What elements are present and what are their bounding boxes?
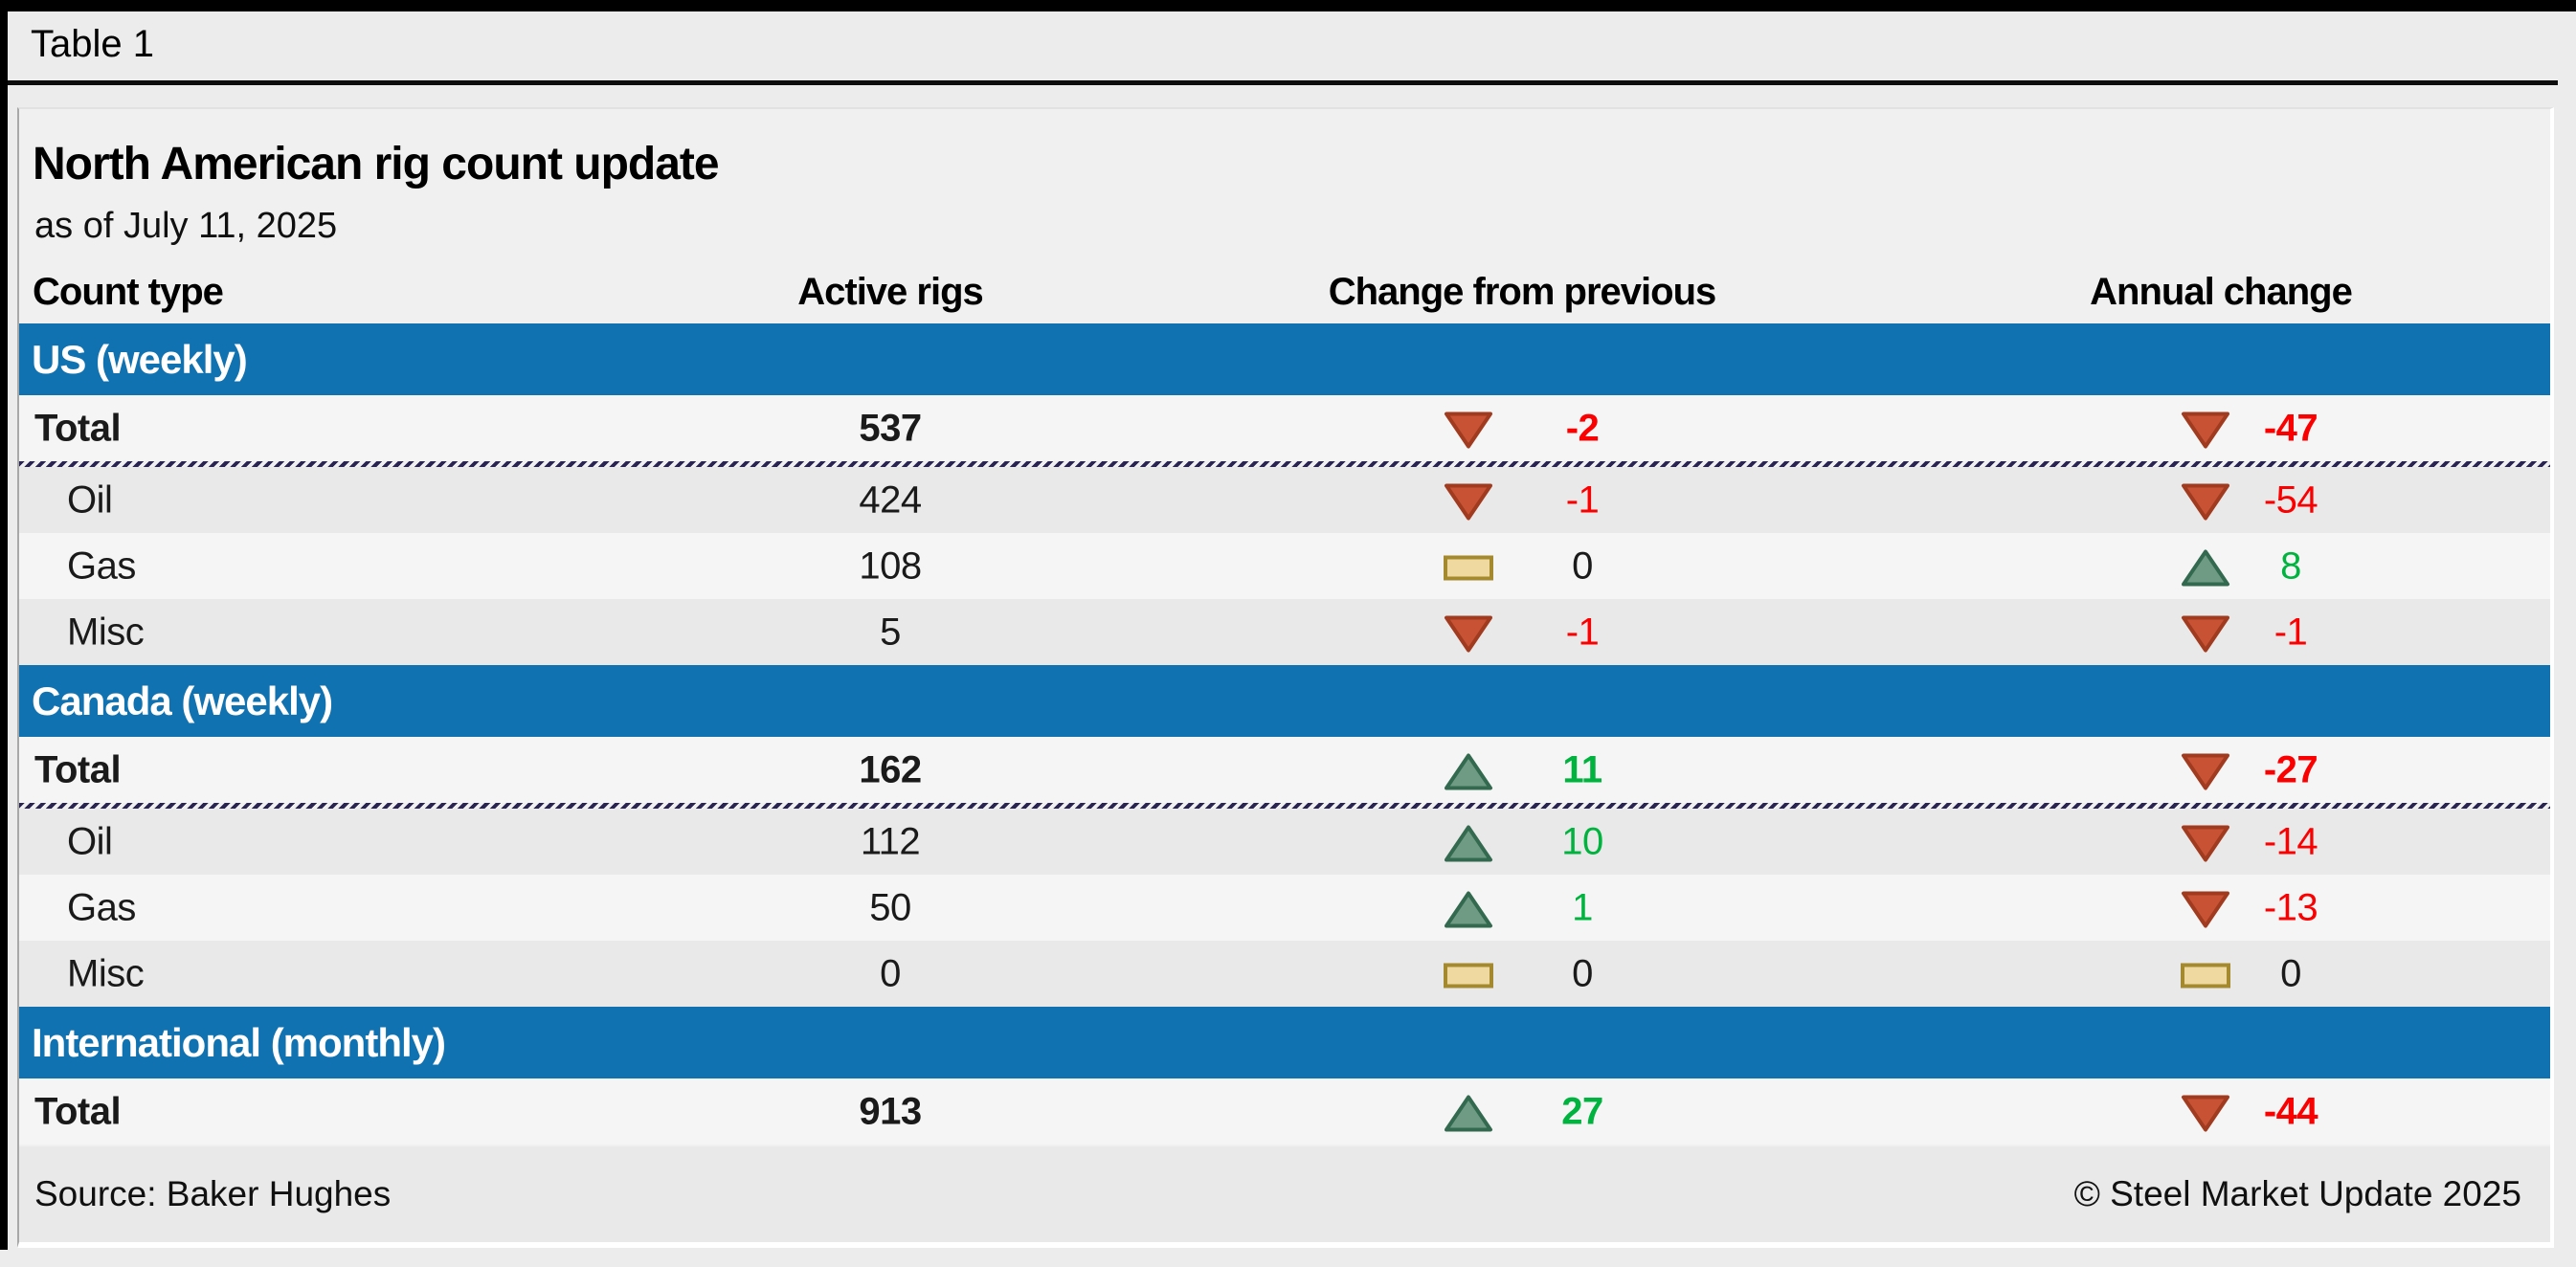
annual-change-value: -14	[2263, 820, 2318, 862]
count-type-cell: Total	[34, 748, 122, 790]
active-rigs-cell: 112	[860, 820, 921, 862]
section-header: US (weekly)	[19, 323, 2550, 395]
active-rigs-cell: 424	[859, 478, 922, 521]
table-row: Gas 108 0 8	[19, 533, 2550, 599]
column-header-count-type: Count type	[33, 271, 224, 313]
annual-change-value: -27	[2263, 748, 2318, 790]
active-rigs-cell: 50	[869, 886, 911, 928]
section-header-label: Canada (weekly)	[32, 678, 333, 723]
outer-border-top	[0, 0, 2576, 11]
column-header-annual-change: Annual change	[2090, 271, 2353, 313]
rig-count-table: North American rig count update as of Ju…	[19, 109, 2550, 1242]
column-header-change-previous: Change from previous	[1328, 271, 1717, 313]
section-header-label: US (weekly)	[32, 336, 248, 382]
down-triangle-icon	[2175, 748, 2236, 791]
flat-bar-icon	[1438, 545, 1499, 588]
table-row: Gas 50 1 -13	[19, 875, 2550, 941]
column-header-row: Count type Active rigs Change from previ…	[19, 256, 2550, 323]
outer-border-left	[0, 0, 8, 1250]
count-type-cell: Total	[34, 1090, 122, 1132]
down-triangle-icon	[2175, 820, 2236, 863]
count-type-cell: Oil	[67, 820, 113, 862]
down-triangle-icon	[1438, 478, 1499, 522]
change-previous-value: 11	[1562, 748, 1602, 790]
table-row: Oil 112 10 -14	[19, 809, 2550, 875]
active-rigs-cell: 913	[859, 1090, 922, 1132]
table-row: Misc 5 -1 -1	[19, 599, 2550, 665]
total-separator	[19, 803, 2550, 809]
change-previous-value: 1	[1572, 886, 1593, 928]
down-triangle-icon	[2175, 1090, 2236, 1133]
up-triangle-icon	[1438, 820, 1499, 863]
total-separator	[19, 461, 2550, 467]
up-triangle-icon	[1438, 748, 1499, 791]
annual-change-value: -13	[2263, 886, 2318, 928]
flat-bar-icon	[1438, 952, 1499, 995]
footer-band: Source: Baker Hughes © Steel Market Upda…	[19, 1146, 2550, 1242]
down-triangle-icon	[2175, 886, 2236, 929]
table-row: Total 537 -2 -47	[19, 395, 2550, 461]
active-rigs-cell: 537	[859, 407, 922, 449]
down-triangle-icon	[2175, 407, 2236, 450]
table-label: Table 1	[31, 23, 154, 65]
table-row: Total 913 27 -44	[19, 1078, 2550, 1145]
up-triangle-icon	[1438, 1090, 1499, 1133]
table-row: Oil 424 -1 -54	[19, 467, 2550, 533]
copyright-notice: © Steel Market Update 2025	[2073, 1174, 2521, 1213]
change-previous-value: 10	[1561, 820, 1603, 862]
column-header-active-rigs: Active rigs	[797, 271, 984, 313]
flat-bar-icon	[2175, 952, 2236, 995]
count-type-cell: Gas	[67, 886, 136, 928]
change-previous-value: 0	[1572, 952, 1593, 994]
source-credit: Source: Baker Hughes	[34, 1174, 392, 1213]
chart-title: North American rig count update	[33, 139, 720, 189]
count-type-cell: Total	[34, 407, 122, 449]
down-triangle-icon	[1438, 611, 1499, 654]
active-rigs-cell: 0	[880, 952, 901, 994]
down-triangle-icon	[2175, 611, 2236, 654]
section-header-label: International (monthly)	[32, 1019, 446, 1065]
active-rigs-cell: 5	[880, 611, 901, 653]
annual-change-value: 8	[2280, 545, 2301, 587]
active-rigs-cell: 162	[859, 748, 922, 790]
change-previous-value: 27	[1561, 1090, 1603, 1132]
down-triangle-icon	[1438, 407, 1499, 450]
table-row: Total 162 11 -27	[19, 737, 2550, 803]
annual-change-value: -54	[2263, 478, 2318, 521]
annual-change-value: -1	[2274, 611, 2308, 653]
annual-change-value: -47	[2263, 407, 2318, 449]
chart-subtitle: as of July 11, 2025	[34, 206, 338, 246]
count-type-cell: Misc	[67, 952, 145, 994]
change-previous-value: -1	[1565, 478, 1600, 521]
count-type-cell: Misc	[67, 611, 145, 653]
active-rigs-cell: 108	[859, 545, 922, 587]
change-previous-value: -1	[1565, 611, 1600, 653]
annual-change-value: 0	[2280, 952, 2301, 994]
down-triangle-icon	[2175, 478, 2236, 522]
change-previous-value: -2	[1565, 407, 1600, 449]
section-header: Canada (weekly)	[19, 665, 2550, 737]
up-triangle-icon	[1438, 886, 1499, 929]
count-type-cell: Gas	[67, 545, 136, 587]
table-body: US (weekly) Total 537 -2 -47 Oil 424 -1 -54 Gas 10…	[19, 323, 2550, 1145]
header-divider-rule	[8, 80, 2558, 85]
change-previous-value: 0	[1572, 545, 1593, 587]
up-triangle-icon	[2175, 545, 2236, 588]
rig-count-table-panel: North American rig count update as of Ju…	[17, 107, 2554, 1248]
count-type-cell: Oil	[67, 478, 113, 521]
table-row: Misc 0 0 0	[19, 941, 2550, 1007]
annual-change-value: -44	[2263, 1090, 2318, 1132]
section-header: International (monthly)	[19, 1007, 2550, 1078]
